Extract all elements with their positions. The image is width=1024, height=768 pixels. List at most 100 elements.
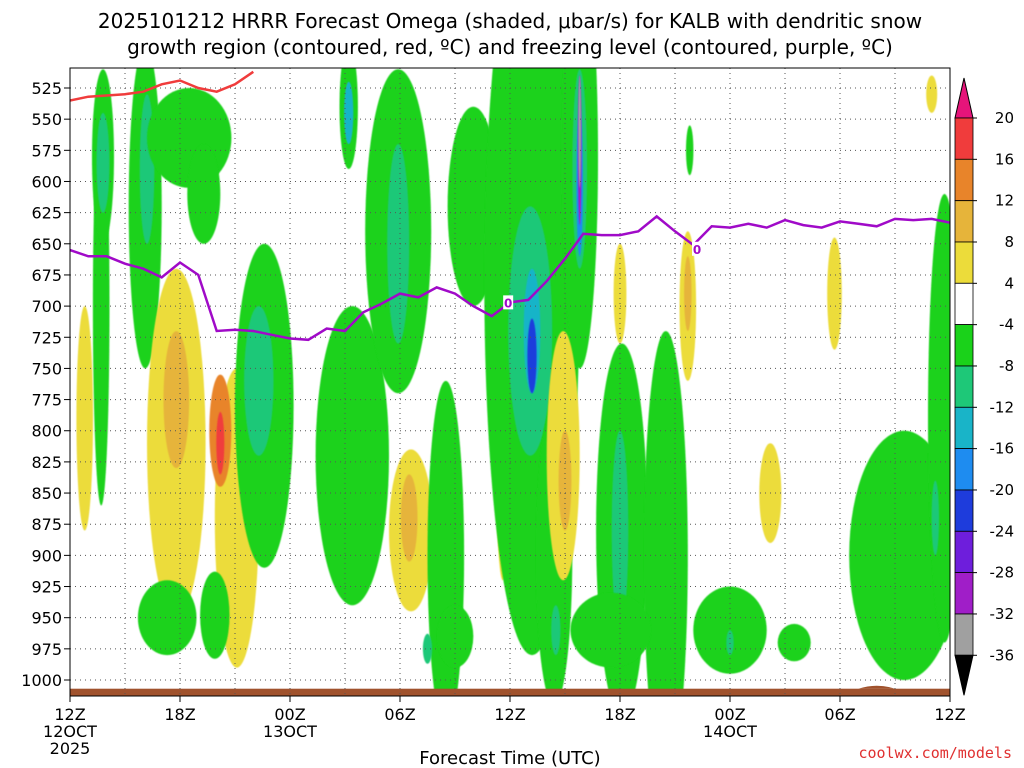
colorbar: 20 16 12 8 4 -4 -8 -12 -16 -20 -24 -28 -32 -36 <box>954 77 1015 696</box>
y-tick-label-3: 600 <box>31 172 62 191</box>
x-tick-label-2: 00Z <box>274 705 305 724</box>
omega-region-53 <box>684 256 692 331</box>
freezing-level-label-1: 0 <box>693 243 701 257</box>
colorbar-label-6: -8 <box>999 357 1014 375</box>
y-tick-label-16: 925 <box>31 578 62 597</box>
colorbar-label-7: -12 <box>990 398 1015 416</box>
x-tick-date-0: 12OCT <box>43 722 97 741</box>
colorbar-label-3: 8 <box>1004 233 1014 251</box>
omega-region-1 <box>76 306 93 531</box>
colorbar-label-9: -20 <box>990 481 1015 499</box>
colorbar-band-2 <box>954 200 974 243</box>
omega-region-13 <box>137 580 197 656</box>
terrain-bump <box>858 685 895 689</box>
omega-region-55 <box>827 237 842 350</box>
omega-region-58 <box>931 480 939 556</box>
y-tick-label-0: 525 <box>31 79 62 98</box>
y-tick-label-15: 900 <box>31 546 62 565</box>
omega-region-33 <box>527 318 537 394</box>
freezing-level-label-0: 0 <box>504 296 512 310</box>
y-tick-label-10: 775 <box>31 391 62 410</box>
colorbar-label-4: 4 <box>1004 274 1014 292</box>
omega-region-26 <box>436 605 474 668</box>
y-tick-label-17: 950 <box>31 609 62 628</box>
omega-region-50 <box>686 125 694 176</box>
colorbar-label-0: 20 <box>995 109 1014 127</box>
omega-region-48 <box>726 630 734 656</box>
omega-region-22 <box>344 81 354 145</box>
x-tick-label-0: 12Z <box>54 705 85 724</box>
y-tick-label-13: 850 <box>31 484 62 503</box>
y-tick-label-5: 650 <box>31 235 62 254</box>
omega-region-18 <box>315 306 389 606</box>
x-tick-label-7: 06Z <box>824 705 855 724</box>
colorbar-band-3 <box>954 241 974 284</box>
y-axis: 525 550 575 600 625 650 675 700 725 750 775 800 825 8… <box>21 79 70 690</box>
colorbar-label-10: -24 <box>990 522 1015 540</box>
credit-link[interactable]: coolwx.com/models <box>858 744 1012 762</box>
y-tick-label-7: 700 <box>31 297 62 316</box>
colorbar-label-11: -28 <box>990 564 1015 582</box>
omega-region-45 <box>643 331 688 696</box>
omega-region-7 <box>187 144 221 244</box>
y-tick-label-18: 975 <box>31 640 62 659</box>
freezing-label-bg-1 <box>692 241 702 256</box>
omega-region-12 <box>216 412 225 475</box>
colorbar-bottom-arrow <box>954 654 974 696</box>
x-tick-label-5: 18Z <box>604 705 635 724</box>
colorbar-band-10 <box>954 530 974 573</box>
omega-region-40 <box>578 75 581 188</box>
y-tick-label-6: 675 <box>31 266 62 285</box>
y-tick-label-8: 725 <box>31 328 62 347</box>
omega-region-9 <box>163 331 190 469</box>
chart-title-line2: growth region (contoured, red, ºC) and f… <box>127 35 893 59</box>
colorbar-band-11 <box>954 572 974 615</box>
omega-region-59 <box>926 75 938 113</box>
colorbar-band-6 <box>954 365 974 408</box>
colorbar-label-12: -32 <box>990 605 1015 623</box>
omega-region-24 <box>400 474 418 562</box>
colorbar-label-5: -4 <box>999 316 1014 334</box>
omega-region-42 <box>558 430 572 531</box>
y-tick-label-12: 825 <box>31 453 62 472</box>
y-tick-label-2: 575 <box>31 141 62 160</box>
y-tick-label-1: 550 <box>31 110 62 129</box>
colorbar-band-7 <box>954 406 974 449</box>
freezing-label-bg-0 <box>503 295 514 310</box>
terrain-strip <box>70 685 950 696</box>
contour-lines: 00 <box>70 70 950 342</box>
x-tick-label-4: 12Z <box>494 705 525 724</box>
x-tick-label-3: 06Z <box>384 705 415 724</box>
colorbar-label-8: -16 <box>990 440 1015 458</box>
colorbar-band-4 <box>954 282 974 325</box>
omega-region-49 <box>777 623 811 662</box>
colorbar-band-8 <box>954 448 974 491</box>
x-tick-label-1: 18Z <box>164 705 195 724</box>
y-tick-label-9: 750 <box>31 359 62 378</box>
x-tick-label-8: 12Z <box>934 705 965 724</box>
omega-region-15 <box>200 571 230 659</box>
x-tick-date-6: 14OCT <box>703 722 757 741</box>
omega-region-17 <box>244 306 274 456</box>
colorbar-label-1: 16 <box>995 150 1014 168</box>
colorbar-band-1 <box>954 158 974 202</box>
omega-region-27 <box>422 633 433 664</box>
y-tick-label-19: 1000 <box>21 671 62 690</box>
colorbar-label-13: -36 <box>990 646 1015 664</box>
y-tick-label-4: 625 <box>31 204 62 223</box>
x-tick-date-2: 13OCT <box>263 722 317 741</box>
chart-title-line1: 2025101212 HRRR Forecast Omega (shaded, … <box>98 9 922 33</box>
colorbar-band-12 <box>954 613 974 656</box>
x-axis-label: Forecast Time (UTC) <box>419 748 600 768</box>
x-tick-year-0: 2025 <box>50 739 91 758</box>
omega-region-3 <box>96 112 110 213</box>
colorbar-band-0 <box>954 117 974 160</box>
dendritic-snow-contour <box>70 70 255 102</box>
y-tick-label-11: 800 <box>31 422 62 441</box>
omega-region-44 <box>611 430 629 631</box>
omega-region-46 <box>570 592 652 668</box>
colorbar-band-5 <box>954 324 974 367</box>
omega-region-35 <box>551 605 561 655</box>
